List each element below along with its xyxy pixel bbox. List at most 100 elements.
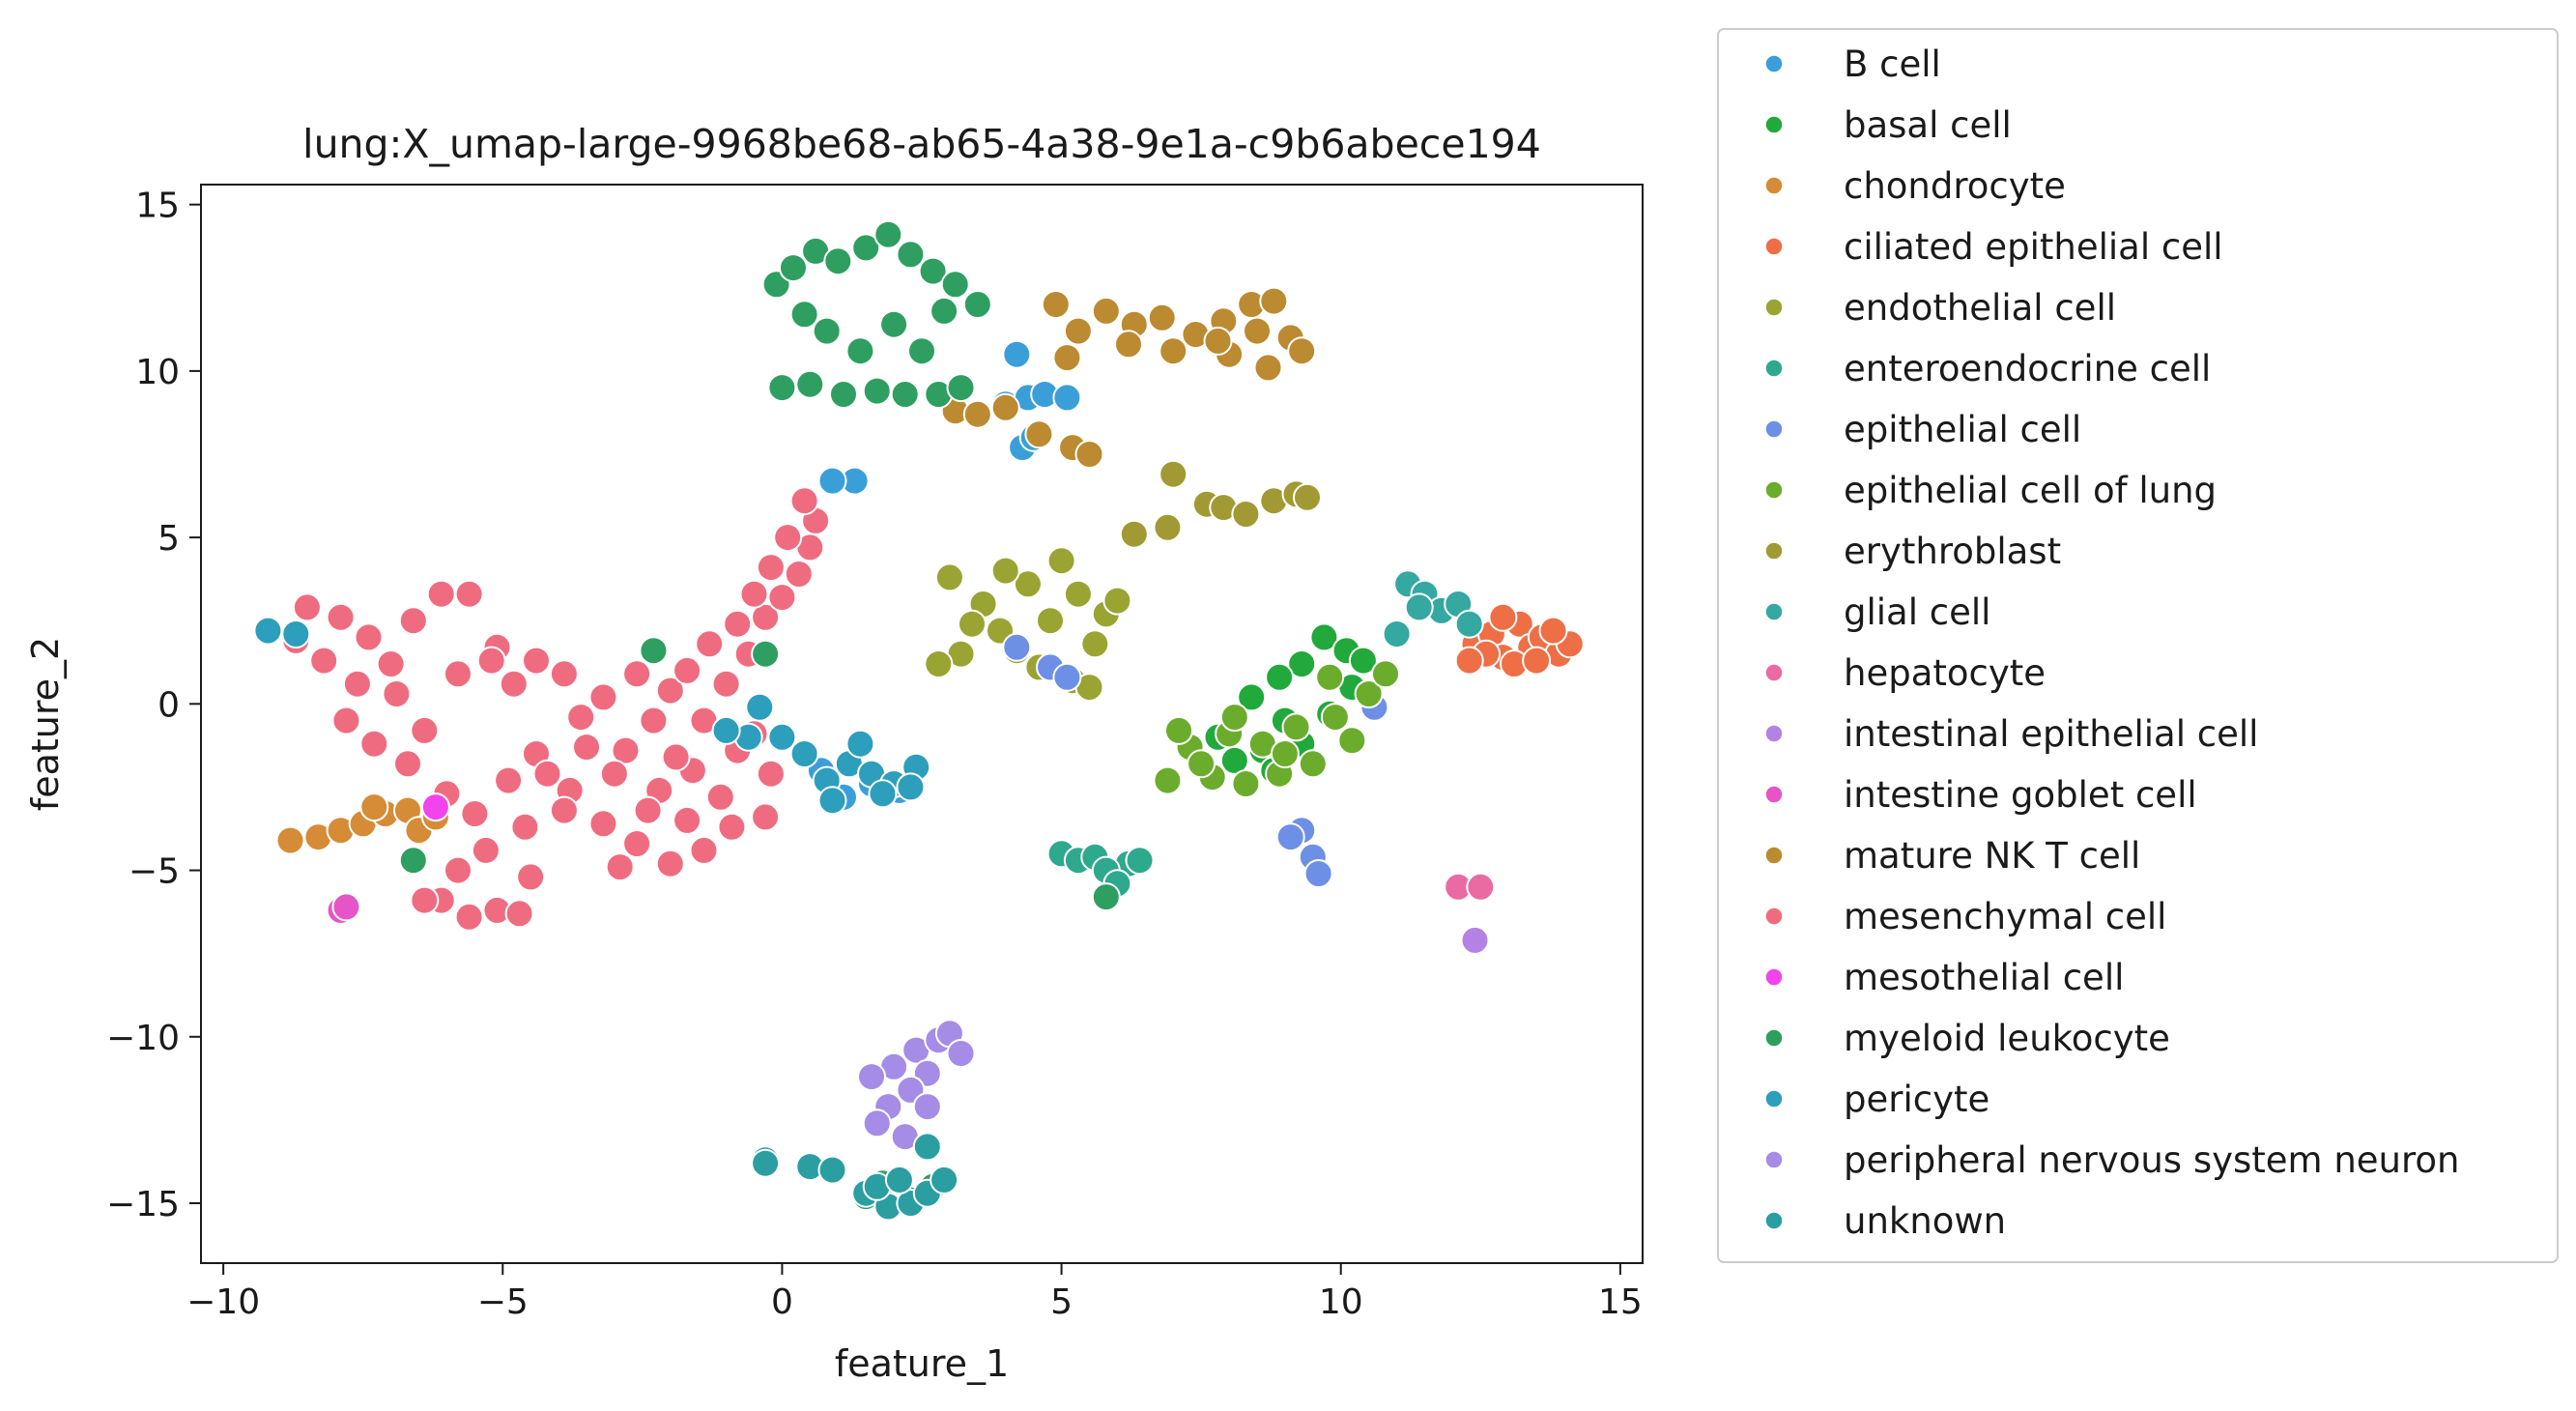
scatter-point xyxy=(1275,822,1305,852)
legend-marker xyxy=(1764,541,1784,561)
scatter-point xyxy=(494,765,524,795)
scatter-point xyxy=(857,1062,886,1092)
scatter-point xyxy=(868,779,898,809)
scatter-point xyxy=(779,253,808,283)
scatter-point xyxy=(773,523,803,553)
scatter-point xyxy=(532,759,562,789)
scatter-point xyxy=(873,219,903,249)
x-tick-label: 10 xyxy=(1319,1282,1363,1322)
scatter-point xyxy=(673,805,702,835)
scatter-point xyxy=(549,659,579,689)
legend-marker xyxy=(1764,480,1784,500)
y-axis-label: feature_2 xyxy=(24,637,67,811)
scatter-point xyxy=(1522,646,1552,676)
scatter-point xyxy=(522,646,551,676)
scatter-point xyxy=(516,862,546,892)
scatter-point xyxy=(990,392,1020,422)
legend-marker xyxy=(1764,115,1784,134)
scatter-point xyxy=(655,849,685,878)
legend-marker xyxy=(1764,237,1784,256)
scatter-point xyxy=(1265,662,1295,692)
scatter-point xyxy=(1091,882,1121,912)
scatter-point xyxy=(739,579,769,609)
scatter-point xyxy=(393,749,422,779)
scatter-point xyxy=(1052,383,1082,413)
scatter-point xyxy=(1237,682,1267,712)
legend-marker xyxy=(1764,602,1784,621)
legend-label: enteroendocrine cell xyxy=(1844,348,2211,389)
scatter-point xyxy=(1052,343,1082,373)
legend-marker xyxy=(1764,176,1784,195)
legend-item: peripheral nervous system neuron xyxy=(1764,1139,2460,1181)
legend-label: epithelial cell of lung xyxy=(1844,470,2217,511)
legend-marker xyxy=(1764,1089,1784,1109)
legend-marker xyxy=(1764,785,1784,804)
x-axis: −10 −5 0 5 10 15 xyxy=(186,1263,1643,1322)
legend-label: epithelial cell xyxy=(1844,409,2081,450)
scatter-point xyxy=(789,486,819,516)
scatter-point xyxy=(767,583,797,613)
y-tick-label: 0 xyxy=(157,685,180,725)
scatter-point xyxy=(1371,659,1400,689)
scatter-point xyxy=(444,855,472,885)
scatter-point xyxy=(1159,336,1188,366)
scatter-point xyxy=(896,240,926,270)
legend-item: pericyte xyxy=(1764,1079,1989,1120)
legend-label: intestinal epithelial cell xyxy=(1844,713,2258,755)
scatter-point xyxy=(1091,296,1121,326)
scatter-point xyxy=(705,782,735,812)
scatter-point xyxy=(309,646,339,676)
scatter-point xyxy=(962,399,992,429)
scatter-point xyxy=(1002,632,1032,662)
scatter-point xyxy=(912,1092,942,1122)
scatter-point xyxy=(851,233,881,263)
scatter-point xyxy=(1153,512,1183,542)
scatter-point xyxy=(1063,316,1093,346)
scatter-point xyxy=(756,759,786,789)
legend-label: peripheral nervous system neuron xyxy=(1844,1139,2460,1181)
legend-frame xyxy=(1717,28,2559,1263)
scatter-point xyxy=(588,809,618,839)
legend-label: endothelial cell xyxy=(1844,287,2116,329)
scatter-point xyxy=(1354,679,1384,708)
scatter-point xyxy=(1243,316,1272,346)
scatter-point xyxy=(633,795,663,825)
scatter-point xyxy=(639,706,669,735)
scatter-point xyxy=(1203,326,1233,356)
scatter-point xyxy=(817,786,847,816)
y-tick-label: −5 xyxy=(129,852,180,892)
scatter-point xyxy=(862,1109,892,1138)
scatter-point xyxy=(605,852,635,882)
scatter-point xyxy=(1036,606,1065,636)
scatter-point xyxy=(471,835,501,865)
scatter-point xyxy=(767,373,797,403)
y-tick-label: −10 xyxy=(106,1019,180,1058)
scatter-point xyxy=(253,616,283,646)
scatter-point xyxy=(460,799,490,828)
legend-item: unknown xyxy=(1764,1200,2006,1242)
scatter-point xyxy=(398,846,428,876)
scatter-point xyxy=(1013,569,1043,599)
legend-label: intestine goblet cell xyxy=(1844,774,2197,816)
legend-label: basal cell xyxy=(1844,104,2012,146)
scatter-point xyxy=(454,579,484,609)
scatter-point xyxy=(1153,765,1183,795)
scatter-point xyxy=(756,553,786,583)
scatter-point xyxy=(1002,339,1032,369)
scatter-point xyxy=(829,380,858,409)
scatter-point xyxy=(292,592,322,622)
legend-item: intestine goblet cell xyxy=(1764,774,2197,816)
scatter-point xyxy=(1024,419,1054,449)
scatter-point xyxy=(1303,859,1333,888)
scatter-point xyxy=(1320,703,1350,733)
scatter-point xyxy=(1337,726,1367,756)
scatter-point xyxy=(499,669,529,699)
scatter-point xyxy=(476,646,506,676)
scatter-point xyxy=(410,715,440,745)
legend-label: erythroblast xyxy=(1844,531,2061,572)
scatter-point xyxy=(745,692,775,722)
scatter-point xyxy=(382,679,412,708)
scatter-point xyxy=(354,622,384,652)
legend-marker xyxy=(1764,298,1784,317)
